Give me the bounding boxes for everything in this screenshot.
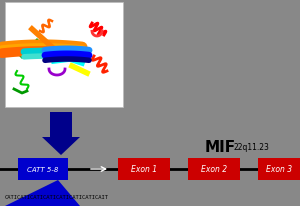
- Polygon shape: [42, 137, 80, 155]
- Text: Exon 3: Exon 3: [266, 165, 292, 174]
- Text: Exon 1: Exon 1: [131, 165, 157, 174]
- Bar: [50, 112, 72, 137]
- Bar: [118, 158, 170, 180]
- Bar: [18, 158, 68, 180]
- Bar: [188, 158, 240, 180]
- Text: Exon 2: Exon 2: [201, 165, 227, 174]
- Text: CATICATICATICATICATICATICATICAIT: CATICATICATICATICATICATICATICAIT: [5, 194, 109, 200]
- Polygon shape: [5, 180, 80, 206]
- Text: CATT 5-8: CATT 5-8: [27, 166, 59, 172]
- Text: MIF: MIF: [205, 140, 236, 155]
- Bar: [5, 3, 123, 108]
- Text: 22q11.23: 22q11.23: [234, 143, 270, 152]
- Bar: [258, 158, 300, 180]
